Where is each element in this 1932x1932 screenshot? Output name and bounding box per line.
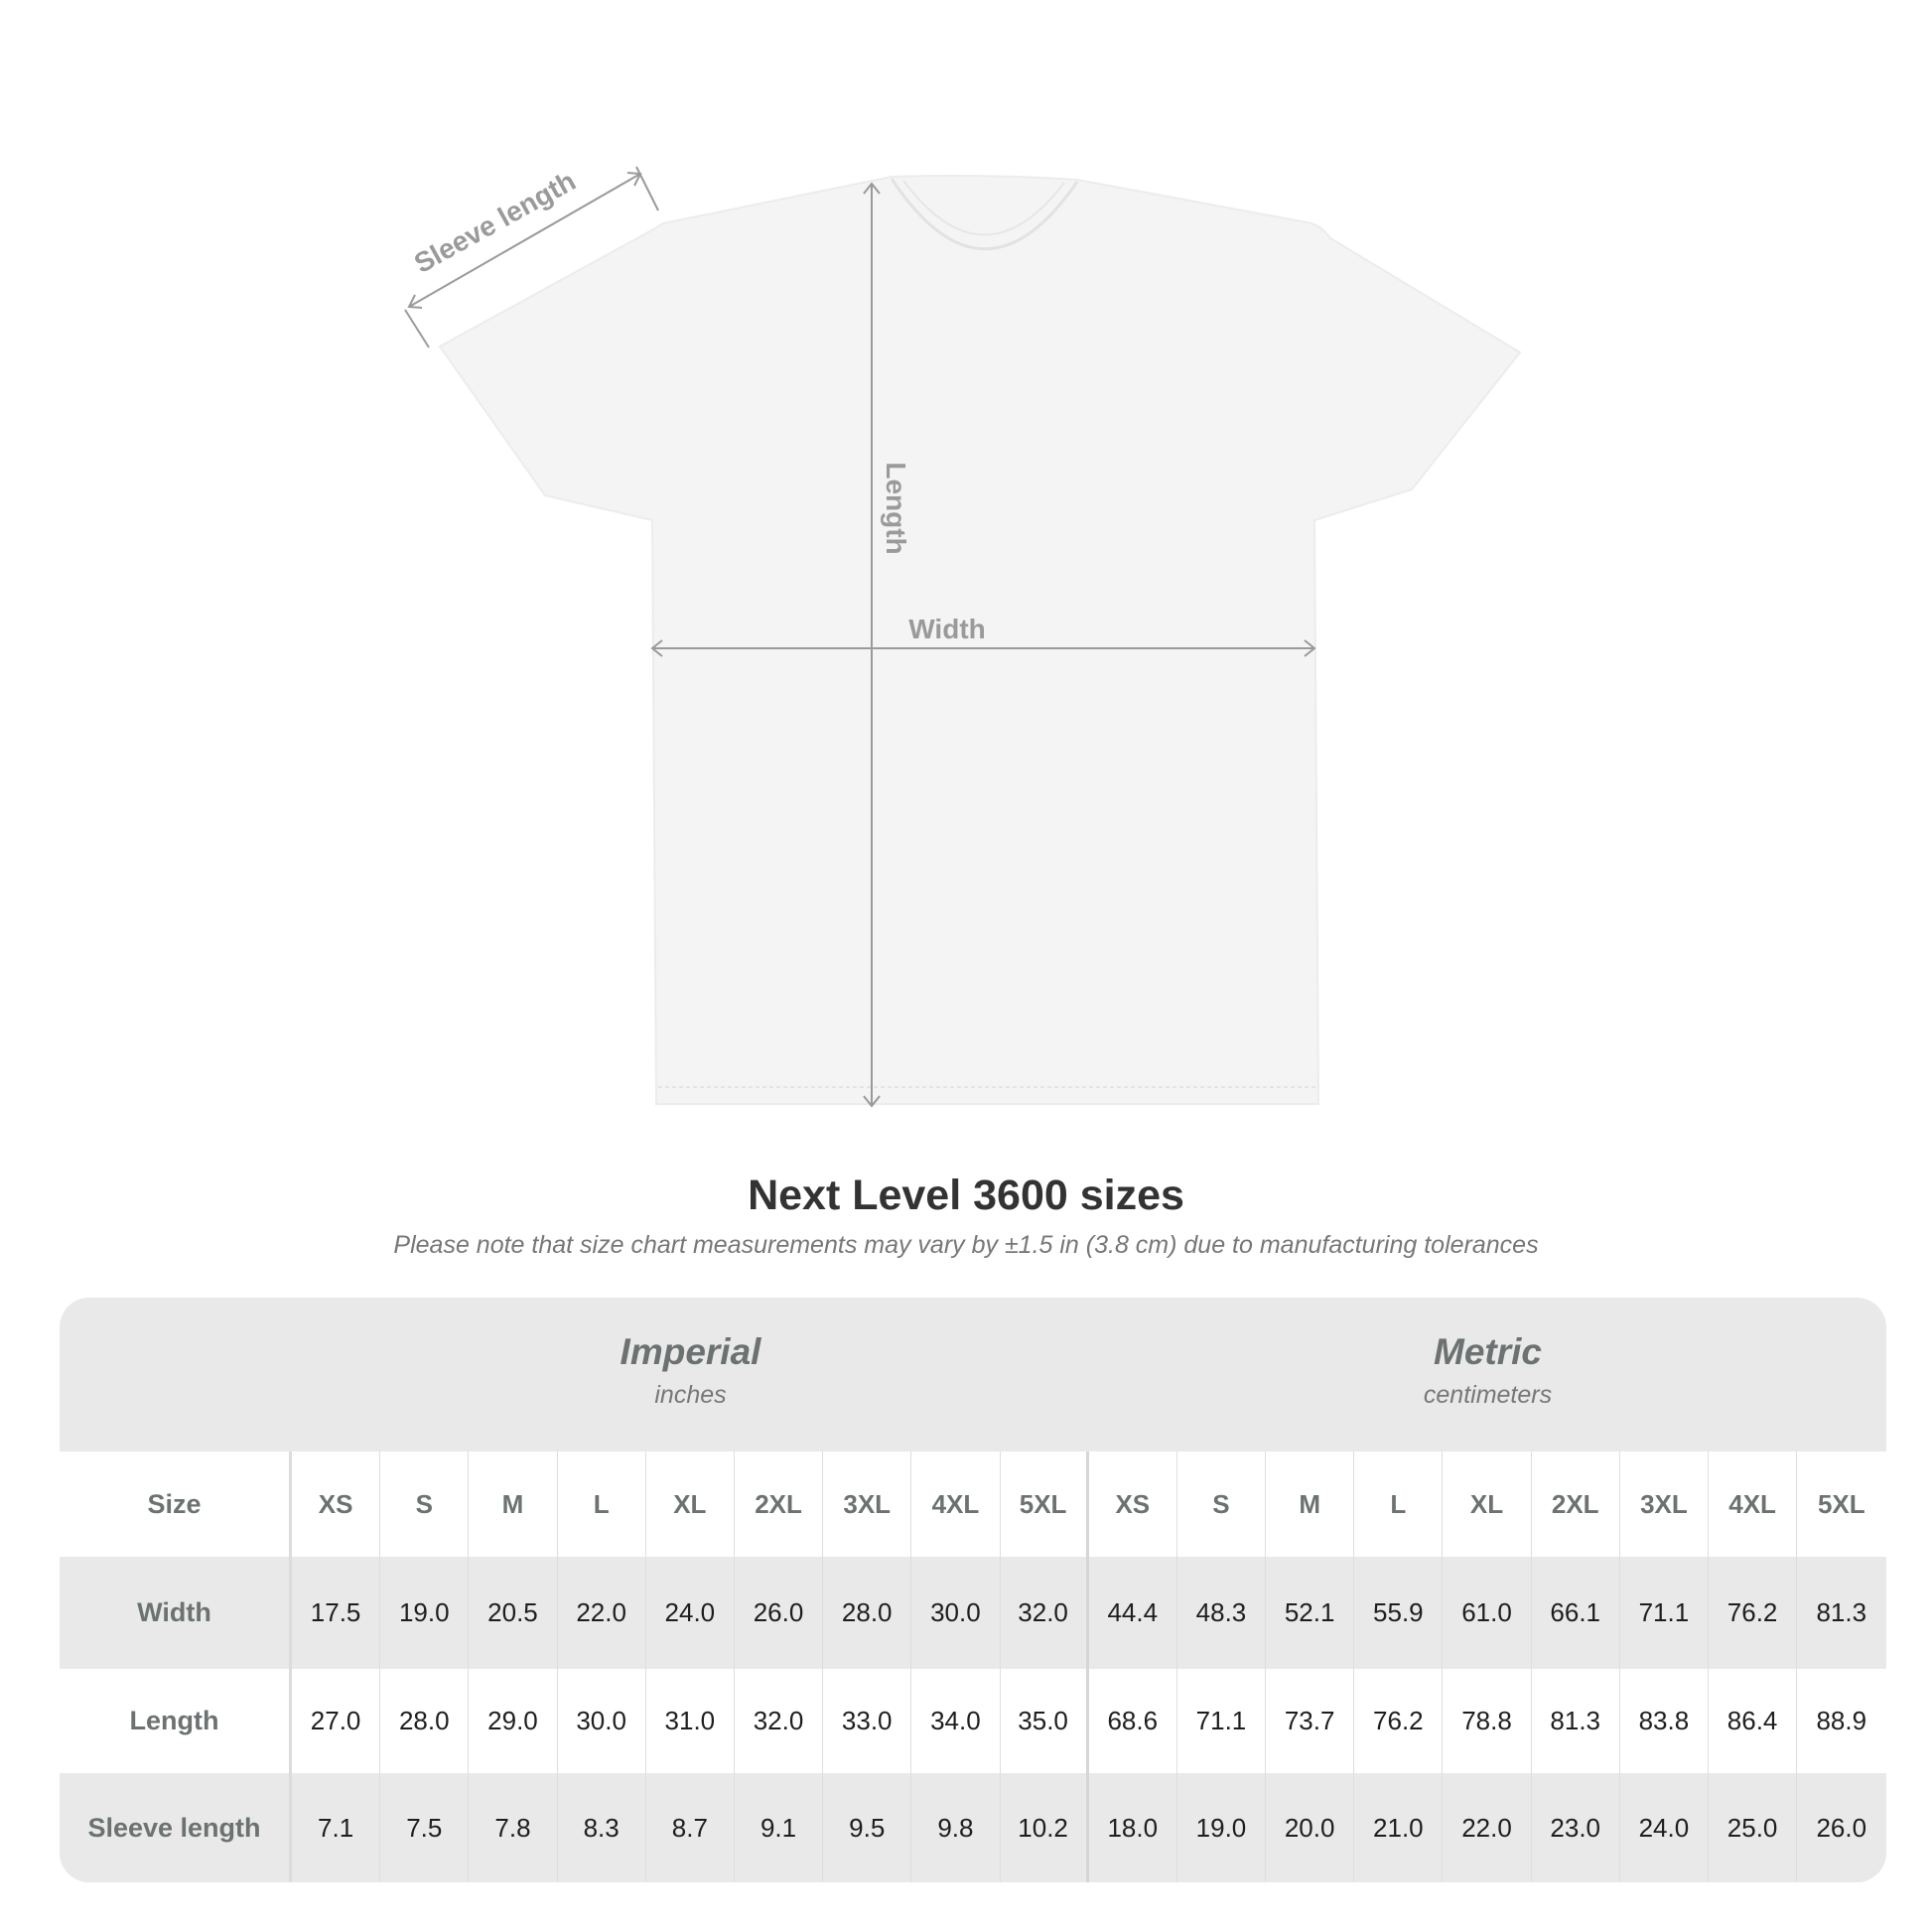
- imperial-value-cell: 28.0: [823, 1557, 912, 1669]
- metric-value-cell: 78.8: [1443, 1669, 1532, 1773]
- metric-size-L: L: [1354, 1451, 1444, 1557]
- metric-title: Metric: [1434, 1331, 1542, 1372]
- metric-value-cell: 83.8: [1620, 1669, 1709, 1773]
- metric-value-cell: 71.1: [1177, 1669, 1267, 1773]
- metric-value-cell: 88.9: [1816, 1706, 1867, 1735]
- size-header-row: Size XS S M L XL 2XL 3XL 4XL 5XL XS S M L XL 2XL 3XL 4XL 5…: [60, 1451, 1886, 1557]
- imperial-size-5XL: 5XL: [1001, 1451, 1089, 1557]
- metric-size-S: S: [1177, 1451, 1267, 1557]
- tshirt-collar-inner: [902, 180, 1065, 236]
- metric-value-cell: 44.4: [1089, 1557, 1177, 1669]
- metric-value-cell: 21.0: [1354, 1773, 1444, 1882]
- metric-value-cell: 86.4: [1709, 1669, 1798, 1773]
- tshirt-diagram: Length Width Sleeve length: [404, 165, 1522, 1108]
- width-label: Width: [908, 614, 986, 644]
- metric-value-cell: 68.6: [1089, 1669, 1177, 1773]
- size-label: Size: [60, 1451, 292, 1557]
- imperial-value-cell: 31.0: [646, 1669, 735, 1773]
- metric-value-cell: 25.0: [1709, 1773, 1798, 1882]
- imperial-value-cell: 34.0: [911, 1669, 1001, 1773]
- metric-value-cell: 18.0: [1089, 1773, 1177, 1882]
- imperial-value-cell: 17.5: [292, 1557, 381, 1669]
- table-row: Width 17.5 19.0 20.5 22.0 24.0 26.0 28.0 30.0 32.…: [60, 1557, 1886, 1669]
- imperial-size-3XL: 3XL: [823, 1451, 912, 1557]
- imperial-value-cell: 7.1: [292, 1773, 381, 1882]
- imperial-value-cell: 26.0: [735, 1557, 824, 1669]
- imperial-size-XL: XL: [646, 1451, 735, 1557]
- imperial-value-cell: 29.0: [469, 1669, 558, 1773]
- metric-value-cell: 23.0: [1532, 1773, 1620, 1882]
- page-title: Next Level 3600 sizes: [748, 1172, 1184, 1219]
- metric-size-5XL: 5XL: [1817, 1488, 1865, 1519]
- metric-value-cell: 81.3: [1532, 1669, 1620, 1773]
- imperial-value-cell: 35.0: [1001, 1669, 1089, 1773]
- imperial-size-M: M: [469, 1451, 558, 1557]
- table-row: Length 27.0 28.0 29.0 30.0 31.0 32.0 33.0 34.0 35…: [60, 1669, 1886, 1773]
- metric-value-cell: 73.7: [1266, 1669, 1355, 1773]
- metric-value-cell: 61.0: [1443, 1557, 1532, 1669]
- imperial-value-cell: 30.0: [558, 1669, 646, 1773]
- metric-size-3XL: 3XL: [1620, 1451, 1709, 1557]
- measure-lines: [404, 166, 1316, 1108]
- metric-value-cell: 19.0: [1177, 1773, 1267, 1882]
- imperial-value-cell: 19.0: [380, 1557, 470, 1669]
- imperial-size-2XL: 2XL: [735, 1451, 824, 1557]
- tshirt-shape: [438, 175, 1522, 1105]
- metric-size-4XL: 4XL: [1709, 1451, 1798, 1557]
- tshirt-collar: [890, 178, 1079, 251]
- length-label: Length: [881, 462, 911, 554]
- imperial-value-cell: 9.8: [911, 1773, 1001, 1882]
- imperial-value-cell: 7.5: [380, 1773, 470, 1882]
- size-chart-table: Imperial inches Metric centimeters Size X…: [60, 1298, 1886, 1882]
- imperial-size-4XL: 4XL: [911, 1451, 1001, 1557]
- metric-value-cell: 81.3: [1816, 1597, 1867, 1627]
- imperial-value-cell: 28.0: [380, 1669, 470, 1773]
- metric-unit: centimeters: [1423, 1381, 1553, 1409]
- tolerance-note: Please note that size chart measurements…: [393, 1231, 1539, 1259]
- imperial-size-XS: XS: [292, 1451, 381, 1557]
- imperial-value-cell: 33.0: [823, 1669, 912, 1773]
- metric-value-cell: 55.9: [1354, 1557, 1444, 1669]
- metric-size-2XL: 2XL: [1532, 1451, 1620, 1557]
- imperial-title: Imperial: [620, 1331, 761, 1372]
- metric-size-XL: XL: [1443, 1451, 1532, 1557]
- imperial-value-cell: 27.0: [292, 1669, 381, 1773]
- row-label: Width: [60, 1557, 292, 1669]
- metric-value-cell: 66.1: [1532, 1557, 1620, 1669]
- metric-value-cell: 26.0: [1816, 1812, 1867, 1843]
- metric-value-cell: 76.2: [1709, 1557, 1798, 1669]
- imperial-value-cell: 30.0: [911, 1557, 1001, 1669]
- imperial-size-L: L: [558, 1451, 646, 1557]
- metric-value-cell: 71.1: [1620, 1557, 1709, 1669]
- imperial-value-cell: 10.2: [1001, 1773, 1089, 1882]
- metric-value-cell: 22.0: [1443, 1773, 1532, 1882]
- metric-value-cell: 20.0: [1266, 1773, 1355, 1882]
- imperial-value-cell: 22.0: [558, 1557, 646, 1669]
- table-row: Sleeve length 7.1 7.5 7.8 8.3 8.7 9.1 9.5 9.8 10.…: [60, 1773, 1886, 1882]
- metric-value-cell: 76.2: [1354, 1669, 1444, 1773]
- imperial-unit: inches: [654, 1381, 727, 1409]
- metric-value-cell: 48.3: [1177, 1557, 1267, 1669]
- imperial-value-cell: 9.5: [823, 1773, 912, 1882]
- imperial-value-cell: 7.8: [469, 1773, 558, 1882]
- metric-size-M: M: [1266, 1451, 1355, 1557]
- imperial-value-cell: 24.0: [646, 1557, 735, 1669]
- row-label: Length: [60, 1669, 292, 1773]
- imperial-value-cell: 9.1: [735, 1773, 824, 1882]
- imperial-value-cell: 8.3: [558, 1773, 646, 1882]
- metric-header: Metric centimeters: [1089, 1298, 1886, 1451]
- imperial-value-cell: 8.7: [646, 1773, 735, 1882]
- metric-value-cell: 52.1: [1266, 1557, 1355, 1669]
- imperial-size-S: S: [380, 1451, 470, 1557]
- imperial-header: Imperial inches: [292, 1298, 1089, 1451]
- imperial-value-cell: 32.0: [735, 1669, 824, 1773]
- row-label: Sleeve length: [60, 1773, 292, 1882]
- imperial-value-cell: 32.0: [1001, 1557, 1089, 1669]
- metric-size-XS: XS: [1089, 1451, 1177, 1557]
- imperial-value-cell: 20.5: [469, 1557, 558, 1669]
- metric-value-cell: 24.0: [1620, 1773, 1709, 1882]
